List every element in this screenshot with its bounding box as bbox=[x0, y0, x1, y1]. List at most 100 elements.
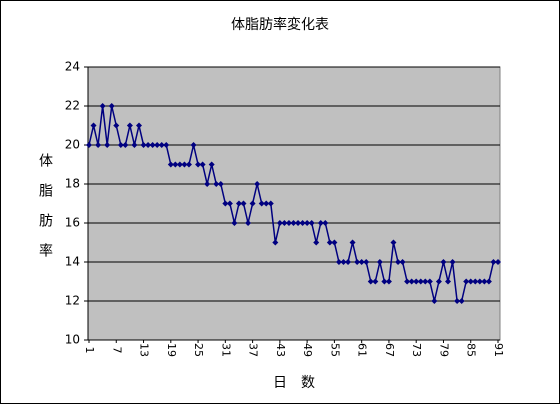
data-point bbox=[399, 259, 406, 265]
data-point bbox=[467, 278, 474, 285]
data-point bbox=[431, 298, 438, 304]
y-tick-label: 18 bbox=[65, 177, 80, 191]
x-tick-label: 67 bbox=[383, 343, 396, 357]
data-point bbox=[317, 220, 324, 226]
data-point bbox=[354, 259, 361, 265]
y-tick-label: 16 bbox=[65, 216, 80, 230]
x-tick-label: 37 bbox=[247, 343, 260, 357]
data-point bbox=[249, 200, 256, 207]
data-point bbox=[463, 278, 470, 285]
data-point bbox=[495, 259, 501, 265]
data-point bbox=[149, 142, 156, 148]
x-tick-label: 73 bbox=[410, 343, 423, 357]
data-point bbox=[322, 220, 329, 226]
data-point bbox=[90, 122, 97, 129]
data-point bbox=[385, 278, 392, 285]
data-point bbox=[104, 142, 111, 148]
data-point bbox=[135, 122, 142, 129]
data-point bbox=[158, 142, 165, 148]
x-tick-label: 49 bbox=[301, 343, 314, 357]
data-point bbox=[217, 181, 224, 187]
data-point bbox=[108, 103, 115, 109]
data-point bbox=[435, 278, 442, 285]
data-point bbox=[122, 142, 129, 148]
data-point bbox=[395, 259, 402, 265]
data-point bbox=[313, 239, 320, 246]
data-point bbox=[358, 259, 365, 265]
data-point bbox=[490, 259, 497, 265]
data-point bbox=[381, 278, 388, 285]
data-point bbox=[445, 278, 452, 285]
data-point bbox=[190, 142, 197, 148]
y-tick-label: 22 bbox=[65, 99, 80, 113]
data-point bbox=[154, 142, 161, 148]
data-point bbox=[476, 278, 483, 285]
data-point bbox=[263, 200, 270, 207]
y-tick-label: 14 bbox=[65, 255, 80, 269]
y-tick-label: 24 bbox=[65, 60, 80, 74]
data-point bbox=[295, 220, 302, 226]
data-point bbox=[285, 220, 292, 226]
data-point bbox=[222, 200, 229, 207]
data-point bbox=[481, 278, 488, 285]
x-tick-label: 85 bbox=[465, 343, 478, 357]
data-point bbox=[422, 278, 429, 285]
data-point bbox=[449, 259, 456, 265]
data-point bbox=[326, 239, 333, 246]
x-tick-label: 25 bbox=[192, 343, 205, 357]
data-point bbox=[267, 200, 274, 207]
data-point bbox=[213, 181, 220, 187]
data-point bbox=[345, 259, 352, 265]
data-point bbox=[199, 161, 206, 168]
data-point bbox=[308, 220, 315, 226]
data-point bbox=[376, 259, 383, 265]
y-tick-label: 20 bbox=[65, 138, 80, 152]
data-point bbox=[172, 161, 179, 168]
data-point bbox=[163, 142, 170, 148]
x-axis-title: 日 数 bbox=[273, 375, 315, 391]
data-point bbox=[331, 239, 338, 246]
data-point bbox=[372, 278, 379, 285]
data-point bbox=[99, 103, 106, 109]
data-point bbox=[235, 200, 242, 207]
data-point bbox=[272, 239, 279, 246]
y-tick-label: 12 bbox=[65, 294, 80, 308]
data-point bbox=[408, 278, 415, 285]
data-point bbox=[276, 220, 283, 226]
data-point bbox=[185, 161, 192, 168]
data-point bbox=[240, 200, 247, 207]
data-point bbox=[290, 220, 297, 226]
data-point bbox=[167, 161, 174, 168]
x-tick-label: 13 bbox=[138, 343, 151, 357]
data-point bbox=[304, 220, 311, 226]
data-point bbox=[145, 142, 152, 148]
plot-area bbox=[87, 66, 501, 341]
data-point bbox=[226, 200, 233, 207]
x-tick-label: 19 bbox=[165, 343, 178, 357]
x-tick-label: 7 bbox=[110, 347, 123, 354]
data-point bbox=[390, 239, 397, 246]
data-point bbox=[140, 142, 147, 148]
data-point bbox=[340, 259, 347, 265]
data-point bbox=[458, 298, 465, 304]
data-point bbox=[440, 259, 447, 265]
data-point bbox=[195, 161, 202, 168]
data-point bbox=[181, 161, 188, 168]
data-point bbox=[454, 298, 461, 304]
data-point bbox=[126, 122, 133, 129]
data-point bbox=[231, 220, 238, 226]
data-point bbox=[131, 142, 138, 148]
data-point bbox=[472, 278, 479, 285]
y-axis-title: 体 脂 肪 率 bbox=[37, 153, 53, 257]
data-point bbox=[208, 161, 215, 168]
y-tick-label: 10 bbox=[65, 333, 80, 347]
x-tick-label: 79 bbox=[437, 343, 450, 357]
x-tick-label: 43 bbox=[274, 343, 287, 357]
data-point bbox=[426, 278, 433, 285]
data-point bbox=[113, 122, 120, 129]
x-tick-label: 31 bbox=[219, 343, 232, 357]
x-tick-label: 61 bbox=[356, 343, 369, 357]
data-point bbox=[485, 278, 492, 285]
data-point bbox=[367, 278, 374, 285]
x-tick-label: 55 bbox=[328, 343, 341, 357]
